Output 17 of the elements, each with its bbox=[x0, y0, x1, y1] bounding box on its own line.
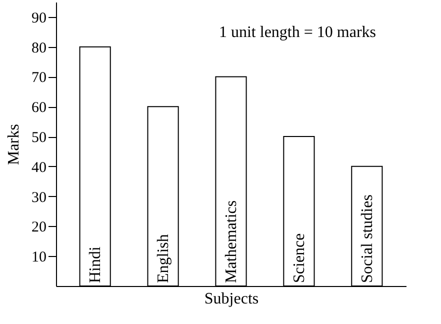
y-tick-label: 20 bbox=[32, 220, 46, 236]
y-tick-label: 80 bbox=[32, 40, 46, 56]
x-axis-title: Subjects bbox=[204, 290, 259, 308]
x-tick-label: Hindi bbox=[87, 246, 104, 283]
x-tick-label: Social studies bbox=[358, 194, 376, 283]
y-tick-label: 60 bbox=[32, 100, 46, 116]
x-tick-label: English bbox=[155, 234, 172, 283]
y-axis-title: Marks bbox=[6, 124, 22, 165]
y-tick-label: 90 bbox=[32, 10, 46, 26]
y-tick-label: 30 bbox=[32, 190, 46, 206]
y-tick-label: 10 bbox=[32, 250, 46, 266]
y-tick-label: 40 bbox=[32, 160, 46, 176]
y-tick-label: 50 bbox=[32, 130, 46, 146]
annotation: 1 unit length = 10 marks bbox=[218, 24, 376, 41]
x-tick-label: Mathematics bbox=[223, 200, 240, 283]
y-tick-label: 70 bbox=[32, 70, 46, 86]
x-tick-label: Science bbox=[290, 233, 308, 283]
